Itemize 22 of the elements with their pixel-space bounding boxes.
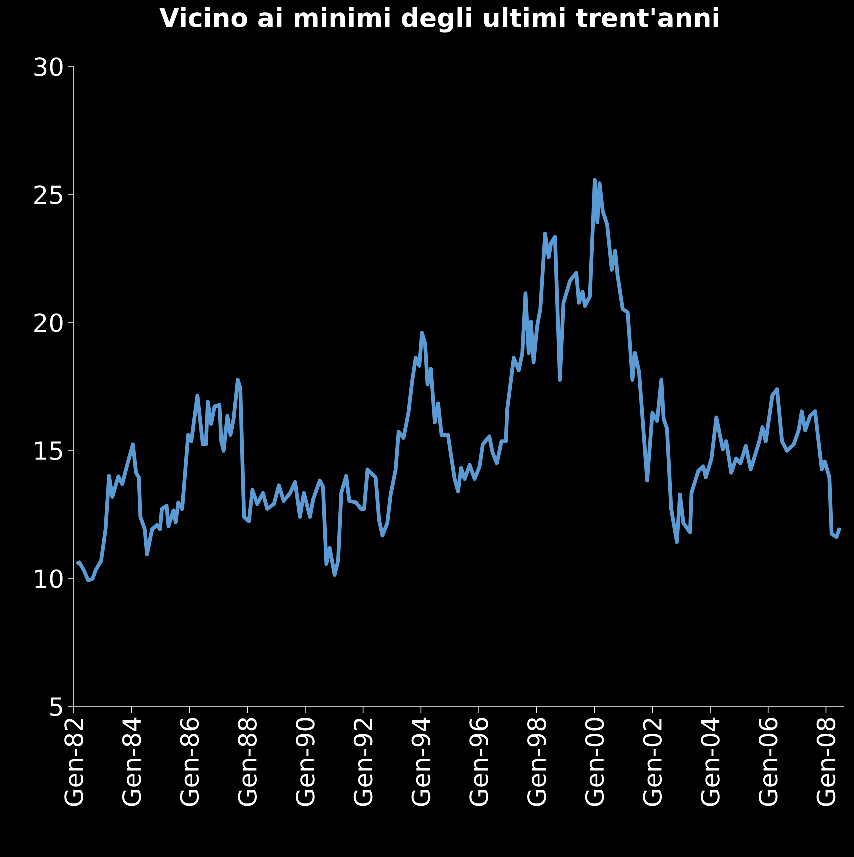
x-tick-label: Gen-02 — [643, 719, 662, 806]
x-tick-label: Gen-94 — [412, 718, 431, 806]
x-tick-label: Gen-00 — [585, 718, 604, 806]
line-series — [74, 178, 842, 582]
y-tick-label: 15 — [36, 442, 62, 460]
x-tick-label: Gen-98 — [527, 718, 546, 806]
x-tick-label: Gen-86 — [180, 718, 200, 806]
x-tick-label: Gen-96 — [470, 718, 488, 806]
chart-title: Vicino ai minimi degli ultimi trent'anni — [160, 8, 718, 33]
y-tick-label: 20 — [34, 314, 63, 332]
x-tick-label: Gen-92 — [354, 719, 373, 806]
y-tick-label: 5 — [50, 698, 62, 716]
y-tick-label: 25 — [34, 186, 62, 204]
x-tick-label: Gen-04 — [701, 718, 720, 806]
x-tick-label: Gen-06 — [758, 718, 778, 806]
y-tick-label: 30 — [34, 58, 63, 76]
x-tick-label: Gen-82 — [64, 719, 84, 806]
x-tick-label: Gen-84 — [122, 718, 142, 806]
x-tick-label: Gen-08 — [816, 718, 836, 806]
x-tick-label: Gen-90 — [296, 718, 315, 806]
y-tick-label: 10 — [36, 570, 63, 588]
x-tick-label: Gen-88 — [238, 718, 258, 806]
